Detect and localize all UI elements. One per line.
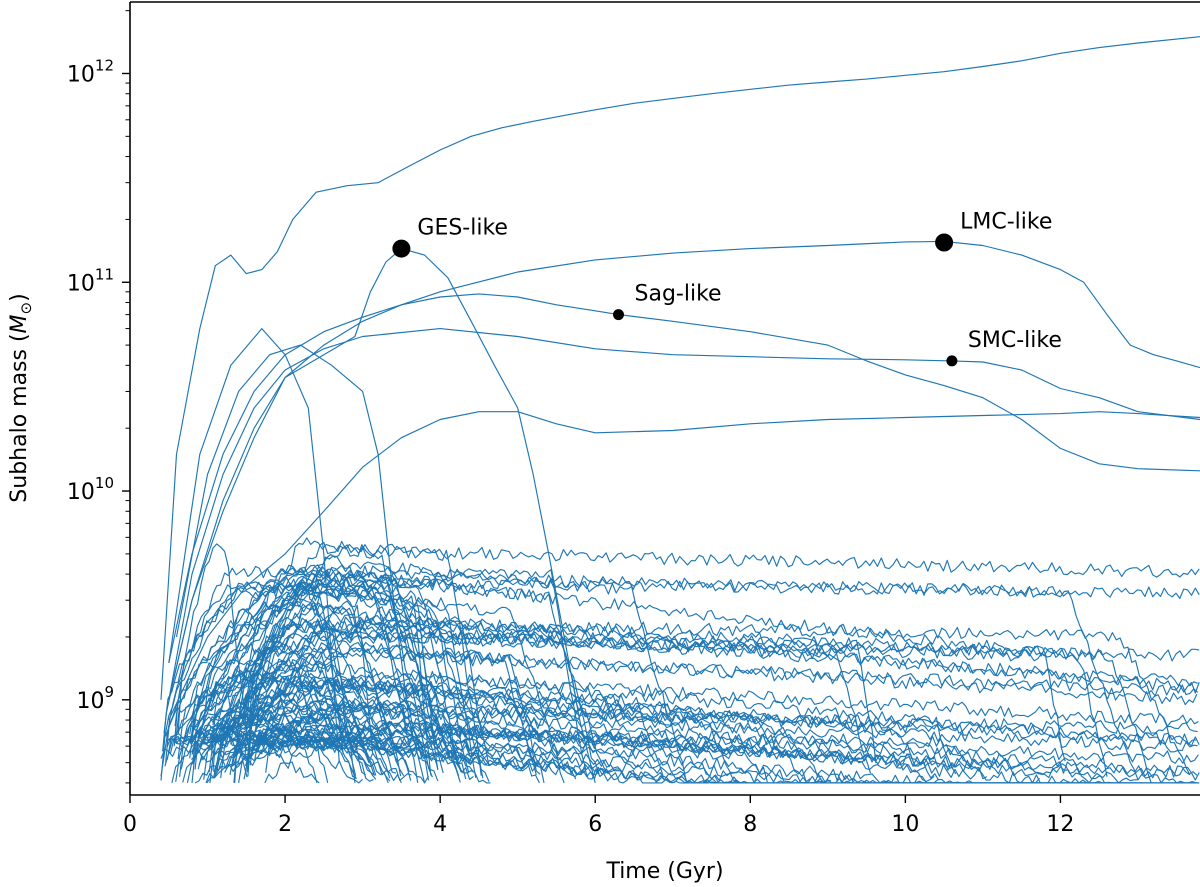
subhalo-track-21 [212, 645, 1199, 725]
x-tick-label: 2 [278, 812, 292, 837]
x-tick-label: 10 [891, 812, 919, 837]
subhalo-track-94 [224, 703, 1198, 773]
subhalo-track-84 [191, 541, 433, 783]
subhalo-track-36 [233, 569, 444, 783]
smc-like-label: SMC-like [968, 328, 1062, 353]
track-satellite-a [168, 411, 1200, 721]
x-tick-label: 4 [433, 812, 447, 837]
y-tick-label: 109 [76, 683, 114, 714]
subhalo-track-95 [210, 596, 565, 784]
subhalo-track-50 [217, 669, 940, 781]
subhalo-track-91 [220, 698, 474, 781]
smc-like-marker [946, 355, 958, 367]
y-tick-label: 1011 [67, 265, 114, 296]
subhalo-track-42 [246, 590, 477, 779]
lmc-like-label: LMC-like [960, 210, 1052, 235]
subhalo-track-13 [234, 564, 600, 783]
subhalo-track-82 [198, 737, 831, 784]
sag-like-label: Sag-like [635, 282, 722, 307]
subhalo-track-6 [203, 566, 1108, 777]
subhalo-track-15 [192, 641, 1198, 765]
subhalo-track-92 [160, 582, 344, 781]
y-tick-label: 1012 [67, 56, 114, 87]
subhalo-track-79 [194, 574, 1200, 770]
sag-like-marker [613, 309, 624, 321]
subhalo-track-27 [213, 692, 738, 784]
subhalo-track-90 [247, 611, 1152, 784]
track-sag-like [168, 293, 1200, 664]
subhalo-track-45 [229, 640, 537, 776]
series-layer [160, 36, 1200, 784]
subhalo-track-93 [251, 699, 439, 782]
subhalo-track-24 [175, 630, 1200, 782]
track-satellite-b [175, 344, 426, 784]
subhalo-track-70 [174, 577, 467, 780]
ges-like-marker [392, 239, 411, 258]
ges-like-label: GES-like [417, 216, 508, 241]
subhalo-track-48 [173, 565, 377, 776]
subhalo-track-83 [249, 569, 1139, 781]
x-tick-label: 12 [1046, 812, 1074, 837]
x-tick-label: 6 [588, 812, 602, 837]
track-smc-like [168, 328, 1200, 700]
y-axis-label: Subhalo mass (M⊙) [7, 293, 35, 502]
subhalo-track-57 [165, 578, 419, 783]
axes [129, 1, 1200, 796]
subhalo-track-77 [265, 628, 872, 774]
subhalo-track-100 [160, 736, 402, 784]
subhalo-track-64 [249, 606, 484, 779]
track-host [160, 36, 1200, 700]
subhalo-track-29 [230, 619, 356, 783]
subhalo-track-74 [243, 678, 811, 783]
subhalo-track-99 [198, 694, 367, 776]
subhalo-track-18 [209, 670, 1199, 740]
subhalo-track-96 [230, 736, 1096, 784]
subhalo-track-2 [197, 719, 1199, 770]
subhalo-track-60 [248, 544, 1200, 743]
x-tick-label: 0 [123, 812, 137, 837]
subhalo-track-47 [193, 598, 374, 755]
x-axis-label: Time (Gyr) [605, 859, 723, 884]
subhalo-track-98 [255, 618, 1191, 776]
subhalo-track-63 [203, 711, 1197, 784]
track-ges-like [168, 248, 596, 784]
subhalo-track-11 [189, 564, 587, 770]
y-tick-label: 1010 [67, 474, 114, 505]
subhalo-track-67 [220, 673, 826, 784]
marker-layer: GES-like LMC-like Sag-like SMC-like [392, 210, 1062, 367]
subhalo-track-39 [186, 683, 1200, 784]
subhalo-track-87 [220, 624, 877, 778]
track-satellite-c [168, 328, 340, 763]
lmc-like-marker [935, 233, 954, 252]
subhalo-track-80 [177, 543, 249, 746]
subhalo-track-26 [203, 658, 375, 780]
subhalo-track-66 [189, 576, 439, 771]
x-tick-label: 8 [743, 812, 757, 837]
subhalo-track-97 [177, 575, 462, 773]
subhalo-track-44 [163, 587, 402, 777]
